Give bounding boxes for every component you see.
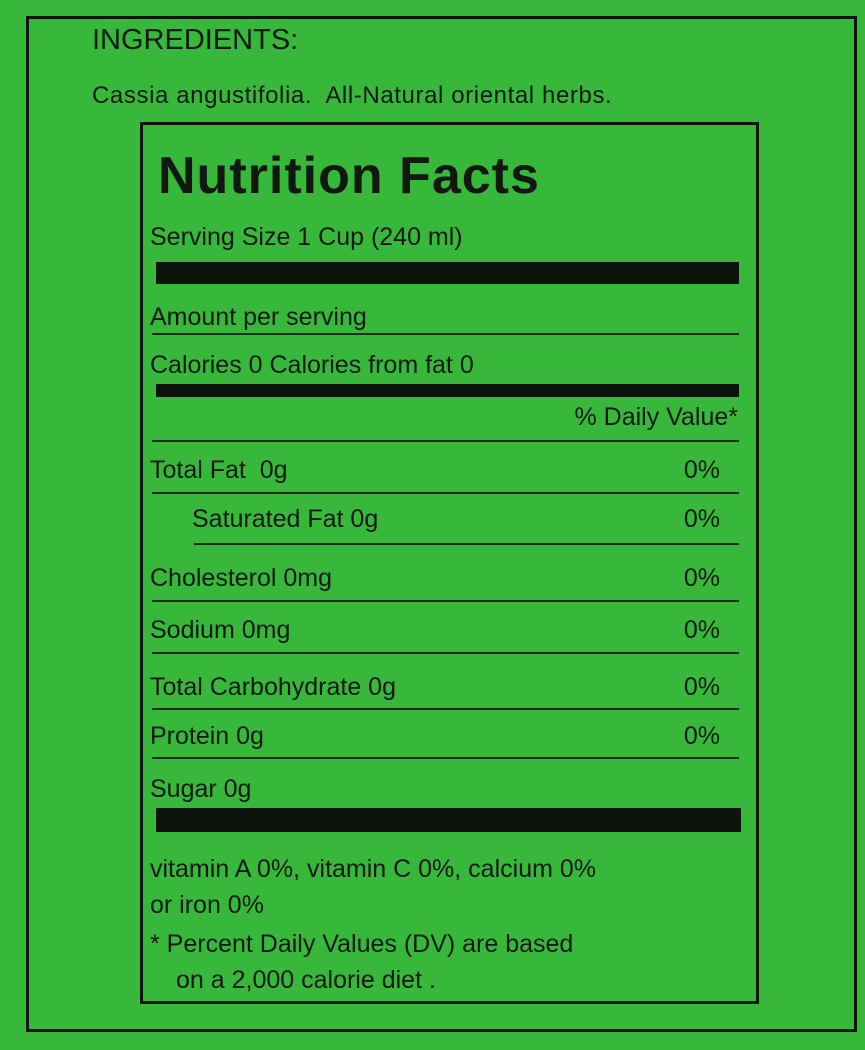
nutrient-dv: 0% [683,456,720,484]
footnote-line: * Percent Daily Values (DV) are based [150,930,574,958]
nutrient-label: Total Carbohydrate 0g [150,673,396,701]
calories: Calories 0 Calories from fat 0 [150,351,474,379]
nutrition-box [140,122,759,1004]
rule [152,652,739,654]
nutrient-dv: 0% [683,564,720,592]
nutrient-dv: 0% [683,505,720,533]
rule [152,757,739,759]
thick-bar [156,808,741,832]
nutrient-label: Total Fat 0g [150,456,288,484]
sugar: Sugar 0g [150,775,252,803]
footnote-line: on a 2,000 calorie diet . [176,966,436,994]
rule [152,708,739,710]
ingredients-text: Cassia angustifolia. All-Natural orienta… [92,82,613,109]
rule [152,600,739,602]
rule [152,333,739,335]
nutrient-label: Sodium 0mg [150,616,291,644]
nutrient-label: Cholesterol 0mg [150,564,333,592]
amount-per-serving: Amount per serving [150,303,367,331]
ingredients-heading: INGREDIENTS: [92,24,299,56]
rule [194,543,739,545]
vitamins-line: or iron 0% [150,891,264,919]
vitamins-line: vitamin A 0%, vitamin C 0%, calcium 0% [150,855,596,883]
nutrient-dv: 0% [683,673,720,701]
daily-value-header: % Daily Value* [574,403,738,431]
medium-bar [156,384,739,397]
rule [152,440,739,442]
nutrition-title: Nutrition Facts [158,147,540,205]
nutrient-label: Saturated Fat 0g [192,505,379,533]
nutrient-label: Protein 0g [150,722,264,750]
thick-bar [156,262,739,284]
nutrient-dv: 0% [683,616,720,644]
serving-size: Serving Size 1 Cup (240 ml) [150,223,463,251]
outer-frame [26,16,857,1032]
nutrient-dv: 0% [683,722,720,750]
rule [152,492,739,494]
